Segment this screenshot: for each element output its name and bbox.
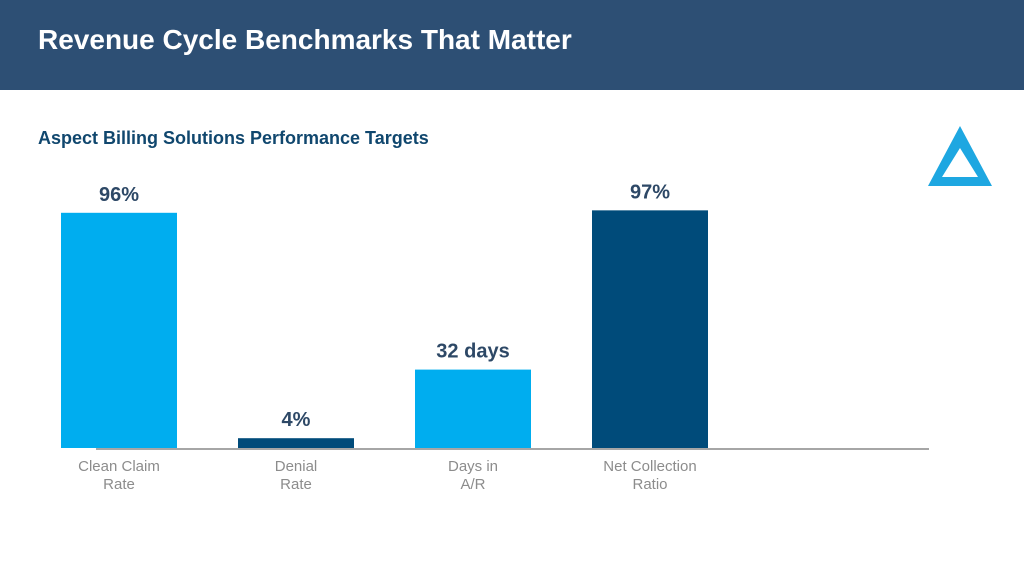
category-tick-label: Rate [103,476,135,493]
category-tick-label: Denial [275,458,318,475]
category-tick-label: Net Collection [603,458,696,475]
triangle-logo-icon [928,126,992,186]
page-title: Revenue Cycle Benchmarks That Matter [38,24,572,55]
bar [61,212,177,448]
bar [592,210,708,448]
category-tick-label: Clean Claim [78,458,160,475]
data-label: 4% [282,409,311,431]
chart-subtitle: Aspect Billing Solutions Performance Tar… [38,128,429,148]
category-tick-label: A/R [460,476,485,493]
bar [415,369,531,448]
category-tick-label: Days in [448,458,498,475]
category-tick-label: Rate [280,476,312,493]
bar [238,438,354,448]
data-label: 96% [99,184,139,206]
data-label: 32 days [436,341,509,363]
header-bar: Revenue Cycle Benchmarks That Matter [0,0,1024,90]
data-label: 97% [630,181,670,203]
category-tick-label: Ratio [632,476,667,493]
